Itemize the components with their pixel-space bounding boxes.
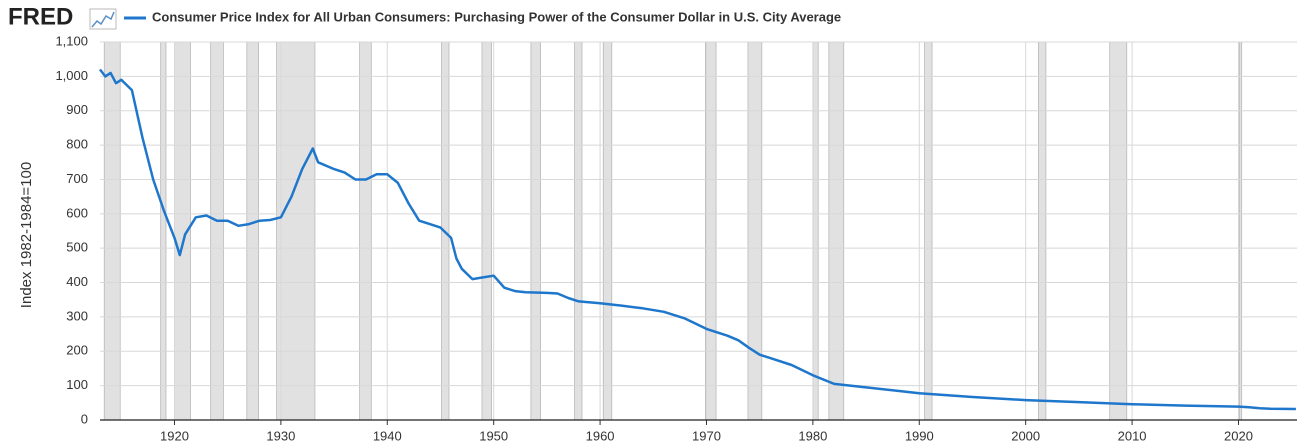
- x-tick-label: 2000: [1011, 428, 1040, 443]
- x-tick-label: 1970: [692, 428, 721, 443]
- logo-frame: [89, 8, 117, 30]
- recession-band: [359, 41, 372, 421]
- recession-band: [246, 41, 259, 421]
- x-tick-label: 1930: [266, 428, 295, 443]
- y-tick-label: 100: [66, 377, 88, 392]
- y-tick-label: 0: [81, 411, 88, 426]
- recession-band: [276, 41, 316, 421]
- recession-band: [1109, 41, 1128, 421]
- data-line: [99, 68, 1296, 411]
- recession-band: [574, 41, 583, 421]
- recession-band: [530, 41, 541, 421]
- recession-band: [1038, 41, 1047, 421]
- y-tick-label: 900: [66, 102, 88, 117]
- recession-band: [747, 41, 763, 421]
- recession-band: [812, 41, 819, 421]
- recession-band: [103, 41, 121, 421]
- recession-band: [924, 41, 933, 421]
- x-tick-label: 1960: [586, 428, 615, 443]
- y-tick-label: 300: [66, 308, 88, 323]
- recession-band: [705, 41, 717, 421]
- legend-label: Consumer Price Index for All Urban Consu…: [152, 9, 841, 24]
- y-tick-label: 800: [66, 137, 88, 152]
- x-tick-label: 1950: [479, 428, 508, 443]
- y-tick-label: 400: [66, 274, 88, 289]
- y-tick-label: 200: [66, 343, 88, 358]
- recession-band: [210, 41, 224, 421]
- y-axis-label: Index 1982-1984=100: [18, 162, 35, 308]
- recession-band: [828, 41, 845, 421]
- y-tick-label: 700: [66, 171, 88, 186]
- y-tick-label: 500: [66, 240, 88, 255]
- x-tick-label: 2020: [1224, 428, 1253, 443]
- brand-logo[interactable]: FRED: [8, 3, 73, 30]
- x-tick-label: 1980: [798, 428, 827, 443]
- recession-band: [160, 41, 167, 421]
- x-tick-label: 1940: [373, 428, 402, 443]
- y-tick-label: 1,100: [55, 33, 88, 48]
- y-tick-label: 1,000: [55, 68, 88, 83]
- y-tick-label: 600: [66, 205, 88, 220]
- recession-band: [602, 41, 613, 421]
- recession-band: [1239, 41, 1243, 421]
- logo-icon: [91, 11, 115, 28]
- x-tick-label: 2010: [1118, 428, 1147, 443]
- recession-band: [481, 41, 492, 421]
- x-tick-label: 1920: [160, 428, 189, 443]
- x-tick-label: 1990: [905, 428, 934, 443]
